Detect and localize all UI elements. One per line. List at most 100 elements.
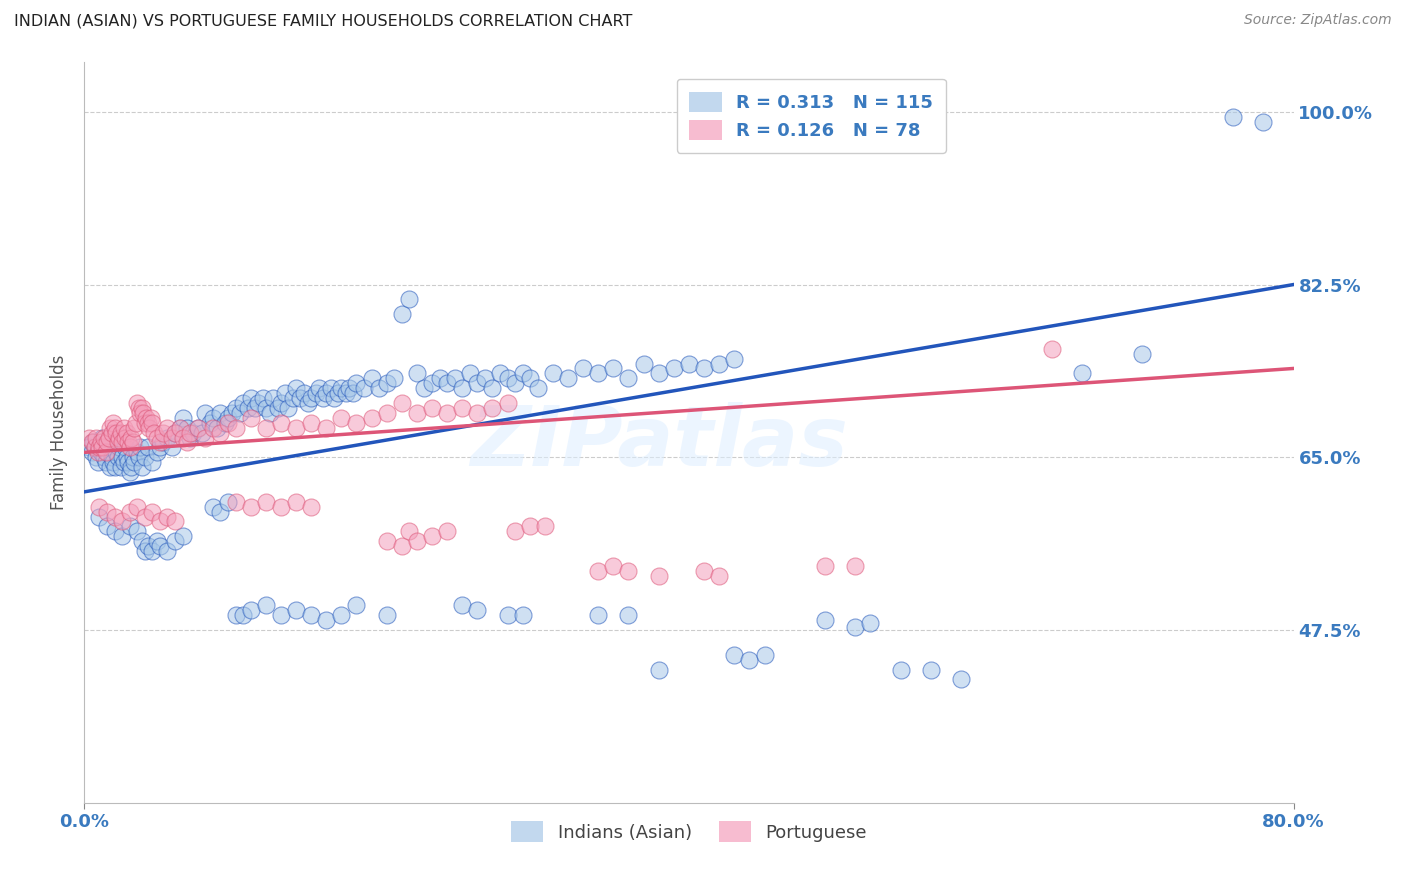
Point <box>406 406 429 420</box>
Point <box>304 386 326 401</box>
Point <box>678 357 700 371</box>
Point <box>588 564 610 578</box>
Point <box>118 465 141 479</box>
Point <box>458 367 481 381</box>
Point <box>94 455 117 469</box>
Point <box>270 416 292 430</box>
Point <box>129 406 152 420</box>
Point <box>87 445 110 459</box>
Point <box>129 441 152 455</box>
Point <box>602 361 624 376</box>
Point <box>134 509 156 524</box>
Point <box>588 367 610 381</box>
Point <box>110 460 132 475</box>
Point <box>104 524 127 539</box>
Point <box>572 361 595 376</box>
Point <box>135 410 157 425</box>
Point <box>132 406 155 420</box>
Point <box>176 435 198 450</box>
Point <box>239 603 262 617</box>
Point <box>84 441 107 455</box>
Point <box>194 431 217 445</box>
Point <box>232 396 254 410</box>
Point <box>149 441 172 455</box>
Point <box>91 441 114 455</box>
Point <box>165 425 187 440</box>
Point <box>139 410 162 425</box>
Point <box>346 376 368 391</box>
Point <box>315 420 337 434</box>
Point <box>382 371 405 385</box>
Point <box>360 371 382 385</box>
Point <box>146 431 169 445</box>
Point <box>198 416 221 430</box>
Point <box>93 431 115 445</box>
Point <box>125 416 148 430</box>
Point <box>146 534 169 549</box>
Point <box>128 401 150 415</box>
Point <box>496 371 519 385</box>
Point <box>451 381 474 395</box>
Point <box>225 401 247 415</box>
Point <box>662 361 685 376</box>
Point <box>1222 110 1244 124</box>
Point <box>299 391 322 405</box>
Point <box>221 406 243 420</box>
Point <box>648 663 671 677</box>
Point <box>950 673 973 687</box>
Point <box>346 599 368 613</box>
Point <box>844 620 866 634</box>
Point <box>420 376 443 391</box>
Point <box>156 420 179 434</box>
Point <box>467 406 489 420</box>
Point <box>101 455 124 469</box>
Point <box>236 401 259 415</box>
Legend: Indians (Asian), Portuguese: Indians (Asian), Portuguese <box>503 814 875 849</box>
Point <box>114 431 136 445</box>
Point <box>496 608 519 623</box>
Point <box>239 410 262 425</box>
Point <box>141 455 163 469</box>
Point <box>451 401 474 415</box>
Text: ZIPatlas: ZIPatlas <box>470 402 848 483</box>
Point <box>588 608 610 623</box>
Point <box>131 534 153 549</box>
Point <box>156 431 179 445</box>
Point <box>328 386 350 401</box>
Point <box>118 505 141 519</box>
Point <box>709 568 731 582</box>
Point <box>375 406 398 420</box>
Point <box>467 603 489 617</box>
Point <box>443 371 465 385</box>
Point <box>527 381 550 395</box>
Point <box>375 376 398 391</box>
Point <box>398 293 420 307</box>
Point <box>1071 367 1094 381</box>
Point <box>436 524 458 539</box>
Point <box>201 500 224 514</box>
Point <box>156 509 179 524</box>
Point <box>709 357 731 371</box>
Point <box>89 500 111 514</box>
Point <box>194 406 217 420</box>
Point <box>146 445 169 459</box>
Point <box>337 381 360 395</box>
Point <box>111 450 134 465</box>
Point <box>285 381 308 395</box>
Point <box>201 420 224 434</box>
Point <box>297 396 319 410</box>
Point <box>315 386 337 401</box>
Point <box>481 401 503 415</box>
Point <box>413 381 436 395</box>
Point <box>754 648 776 662</box>
Point <box>319 381 342 395</box>
Point <box>451 599 474 613</box>
Point <box>122 420 145 434</box>
Point <box>270 500 292 514</box>
Point <box>172 529 194 543</box>
Y-axis label: Family Households: Family Households <box>51 355 69 510</box>
Point <box>115 450 138 465</box>
Point <box>406 534 429 549</box>
Point <box>131 401 153 415</box>
Point <box>436 376 458 391</box>
